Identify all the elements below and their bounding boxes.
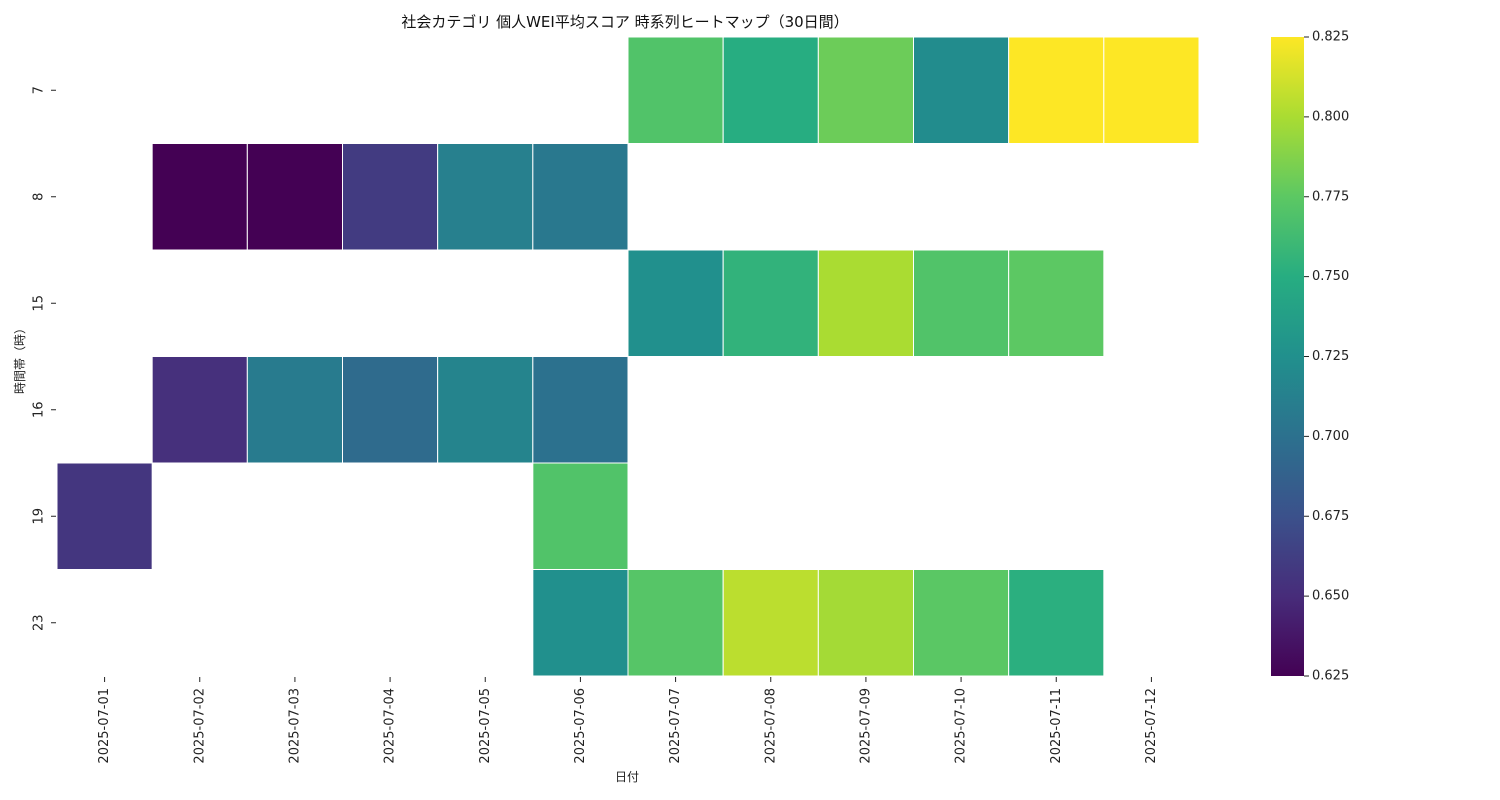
heatmap-cell	[532, 462, 629, 570]
colorbar-tick-label: 0.625	[1312, 669, 1349, 684]
x-tick-label: 2025-07-12	[1144, 688, 1159, 764]
colorbar-tick-label: 0.700	[1312, 429, 1349, 444]
x-tick-label: 2025-07-02	[192, 688, 207, 764]
y-axis-label: 時間帯（時）	[13, 322, 27, 394]
heatmap-cell	[56, 462, 153, 570]
x-tick-label: 2025-07-09	[858, 688, 873, 764]
heatmap-cell	[817, 249, 914, 357]
heatmap-cell	[1008, 569, 1105, 677]
heatmap-cell	[722, 569, 819, 677]
heatmap-cell	[913, 569, 1010, 677]
heatmap-cell	[246, 143, 343, 251]
heatmap-cell	[342, 356, 439, 464]
heatmap-cell	[722, 36, 819, 144]
x-tick-label: 2025-07-01	[97, 688, 112, 764]
colorbar-tick-label: 0.825	[1312, 30, 1349, 45]
heatmap-cell	[627, 249, 724, 357]
x-axis-ticks: 2025-07-01 2025-07-02 2025-07-03 2025-07-04…	[97, 677, 1159, 764]
colorbar-tick-label: 0.650	[1312, 589, 1349, 604]
x-tick-label: 2025-07-03	[287, 688, 302, 764]
heatmap-cell	[532, 356, 629, 464]
colorbar	[1271, 37, 1304, 676]
heatmap-cell	[722, 249, 819, 357]
colorbar-tick-label: 0.750	[1312, 269, 1349, 284]
colorbar-tick-label: 0.725	[1312, 349, 1349, 364]
y-tick-label: 8	[32, 193, 47, 201]
heatmap-cell	[913, 249, 1010, 357]
x-tick-label: 2025-07-08	[763, 688, 778, 764]
heatmap-cell	[151, 143, 248, 251]
heatmap-cell	[817, 36, 914, 144]
heatmap-cell	[532, 569, 629, 677]
x-tick-label: 2025-07-10	[954, 688, 969, 764]
chart-title: 社会カテゴリ 個人WEI平均スコア 時系列ヒートマップ（30日間）	[401, 13, 848, 31]
y-tick-label: 15	[32, 295, 47, 312]
colorbar-tick-label: 0.775	[1312, 189, 1349, 204]
heatmap-cell	[437, 143, 534, 251]
colorbar-tick-label: 0.675	[1312, 509, 1349, 524]
heatmap-cell	[342, 143, 439, 251]
x-axis-label: 日付	[615, 770, 639, 784]
heatmap-cell	[246, 356, 343, 464]
x-tick-label: 2025-07-07	[668, 688, 683, 764]
heatmap-cell	[151, 356, 248, 464]
heatmap-cell	[1008, 249, 1105, 357]
colorbar-tick-label: 0.800	[1312, 109, 1349, 124]
heatmap-cell	[532, 143, 629, 251]
x-tick-label: 2025-07-05	[478, 688, 493, 764]
heatmap-cells	[56, 36, 1200, 677]
heatmap-cell	[627, 36, 724, 144]
x-tick-label: 2025-07-06	[573, 688, 588, 764]
heatmap-cell	[627, 569, 724, 677]
heatmap-cell	[1008, 36, 1105, 144]
x-tick-label: 2025-07-11	[1049, 688, 1064, 764]
y-tick-label: 7	[32, 86, 47, 94]
y-tick-label: 19	[32, 508, 47, 525]
colorbar-ticks: 0.625 0.650 0.675 0.700 0.725 0.750 0.775 0.800…	[1304, 30, 1349, 684]
heatmap-cell	[913, 36, 1010, 144]
y-axis-ticks: 7 8 15 16 19 23	[32, 86, 56, 631]
heatmap-cell	[817, 569, 914, 677]
heatmap-cell	[1103, 36, 1200, 144]
x-tick-label: 2025-07-04	[383, 688, 398, 764]
heatmap-cell	[437, 356, 534, 464]
y-tick-label: 23	[32, 614, 47, 631]
y-tick-label: 16	[32, 401, 47, 418]
